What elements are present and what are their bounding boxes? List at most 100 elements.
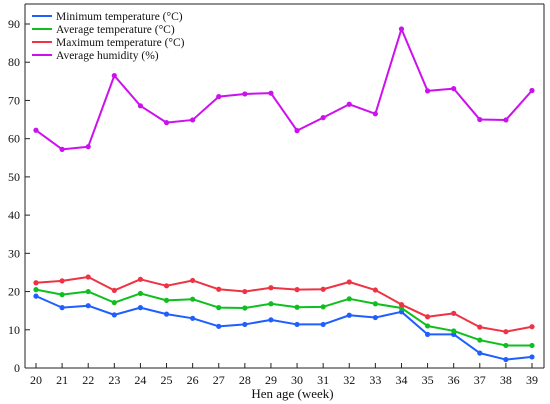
x-tick-label: 22 bbox=[82, 373, 94, 387]
x-tick-label: 32 bbox=[343, 373, 355, 387]
data-point bbox=[320, 286, 326, 292]
data-point bbox=[503, 117, 509, 123]
data-point bbox=[111, 73, 117, 79]
x-tick-label: 26 bbox=[187, 373, 199, 387]
data-point bbox=[346, 296, 352, 302]
legend-label: Minimum temperature (°C) bbox=[56, 11, 183, 23]
data-point bbox=[190, 296, 196, 302]
y-tick-label: 10 bbox=[8, 323, 20, 337]
x-tick-label: 21 bbox=[56, 373, 68, 387]
legend: Minimum temperature (°C)Average temperat… bbox=[32, 11, 185, 62]
x-axis-title: Hen age (week) bbox=[251, 386, 333, 401]
series-line bbox=[35, 288, 532, 347]
y-tick-label: 70 bbox=[8, 93, 20, 107]
y-tick-label: 50 bbox=[8, 170, 20, 184]
series-4 bbox=[33, 26, 535, 152]
data-point bbox=[268, 301, 274, 307]
y-tick-label: 30 bbox=[8, 246, 20, 260]
data-point bbox=[33, 280, 39, 286]
data-point bbox=[163, 283, 170, 289]
data-point bbox=[320, 304, 326, 310]
data-point bbox=[477, 350, 483, 356]
series-3 bbox=[33, 274, 535, 335]
data-point bbox=[529, 342, 535, 349]
data-point bbox=[294, 287, 300, 293]
series-line bbox=[35, 27, 533, 151]
data-point bbox=[242, 305, 248, 311]
data-point bbox=[294, 321, 300, 328]
data-point bbox=[372, 111, 378, 117]
x-tick-label: 34 bbox=[395, 373, 407, 387]
x-tick-label: 27 bbox=[213, 373, 225, 387]
data-point bbox=[111, 312, 117, 318]
y-tick-label: 80 bbox=[8, 55, 20, 69]
data-point bbox=[451, 310, 457, 316]
legend-label: Average humidity (%) bbox=[56, 50, 159, 62]
x-tick-label: 39 bbox=[526, 373, 538, 387]
data-point bbox=[294, 128, 300, 134]
data-point bbox=[268, 90, 274, 96]
data-point bbox=[85, 303, 91, 309]
y-tick-label: 0 bbox=[14, 361, 20, 375]
data-point bbox=[268, 285, 274, 291]
data-point bbox=[111, 300, 117, 306]
legend-item: Maximum temperature (°C) bbox=[32, 37, 185, 49]
series-layer bbox=[33, 26, 535, 363]
data-point bbox=[294, 304, 300, 310]
data-point bbox=[216, 323, 222, 329]
data-point bbox=[320, 321, 326, 328]
data-point bbox=[529, 354, 535, 360]
legend-label: Maximum temperature (°C) bbox=[56, 37, 185, 49]
x-tick-label: 30 bbox=[291, 373, 303, 387]
data-point bbox=[216, 94, 222, 100]
series-line bbox=[35, 276, 533, 333]
data-point bbox=[59, 146, 65, 152]
data-point bbox=[163, 120, 170, 126]
data-point bbox=[503, 329, 509, 335]
data-point bbox=[242, 91, 248, 97]
data-point bbox=[372, 314, 378, 321]
data-point bbox=[346, 279, 352, 285]
data-point bbox=[33, 127, 39, 133]
x-tick-label: 25 bbox=[161, 373, 173, 387]
y-tick-label: 90 bbox=[8, 17, 20, 31]
data-point bbox=[451, 85, 457, 92]
data-point bbox=[111, 287, 117, 294]
data-point bbox=[137, 305, 144, 311]
x-tick-label: 20 bbox=[30, 373, 42, 387]
data-point bbox=[424, 331, 431, 337]
series-1 bbox=[33, 293, 535, 363]
x-tick-label: 29 bbox=[265, 373, 277, 387]
x-tick-label: 38 bbox=[500, 373, 512, 387]
data-point bbox=[477, 324, 483, 330]
data-point bbox=[424, 88, 431, 94]
legend-item: Minimum temperature (°C) bbox=[32, 11, 183, 23]
y-tick-label: 40 bbox=[8, 208, 20, 222]
x-tick-label: 31 bbox=[317, 373, 329, 387]
y-tick-label: 60 bbox=[8, 132, 20, 146]
data-point bbox=[137, 103, 144, 109]
data-point bbox=[85, 144, 91, 150]
x-tick-label: 33 bbox=[369, 373, 381, 387]
data-point bbox=[424, 323, 431, 329]
series-line bbox=[35, 295, 533, 361]
x-tick-label: 23 bbox=[108, 373, 120, 387]
data-point bbox=[320, 115, 326, 121]
data-point bbox=[59, 305, 65, 311]
data-point bbox=[190, 277, 196, 284]
data-point bbox=[242, 288, 248, 295]
data-point bbox=[216, 286, 222, 292]
data-point bbox=[242, 321, 248, 328]
data-point bbox=[137, 276, 144, 282]
data-point bbox=[346, 101, 352, 107]
axes: 0 10 20 30 40 50 60 70 80 90 20 21 22 23 24 25 26 27 28 29 3… bbox=[8, 3, 545, 387]
data-point bbox=[190, 117, 196, 123]
data-point bbox=[216, 305, 222, 311]
data-point bbox=[503, 356, 509, 363]
data-point bbox=[424, 314, 431, 320]
x-tick-label: 35 bbox=[422, 373, 434, 387]
data-point bbox=[398, 301, 405, 308]
x-tick-label: 24 bbox=[134, 373, 146, 387]
